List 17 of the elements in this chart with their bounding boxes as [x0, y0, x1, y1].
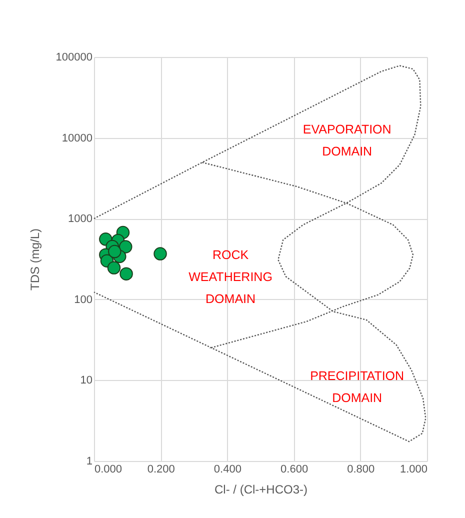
y-tick-label: 1000	[68, 213, 92, 226]
x-tick-label: 0.400	[214, 464, 242, 476]
annotation: PRECIPITATION DOMAIN	[310, 369, 404, 406]
y-tick-label: 100	[74, 294, 92, 306]
y-tick-label: 10000	[62, 132, 92, 144]
x-axis-title: Cl- / (Cl-+HCO3-)	[214, 482, 308, 496]
annotation: ROCK WEATHERING DOMAIN	[188, 248, 272, 306]
annotation: EVAPORATION DOMAIN	[302, 122, 392, 159]
x-tick-label: 1.000	[400, 464, 428, 476]
x-tick-label: 0.200	[147, 464, 175, 476]
x-tick-label: 0.800	[347, 464, 375, 476]
x-tick-label: 0.600	[280, 464, 308, 476]
y-tick-label: 10	[80, 374, 92, 387]
x-tick-label: 0.000	[94, 464, 122, 476]
y-tick-label: 1	[86, 456, 92, 468]
y-tick-label: 100000	[56, 52, 92, 64]
y-axis-title: TDS (mg/L)	[28, 228, 42, 291]
